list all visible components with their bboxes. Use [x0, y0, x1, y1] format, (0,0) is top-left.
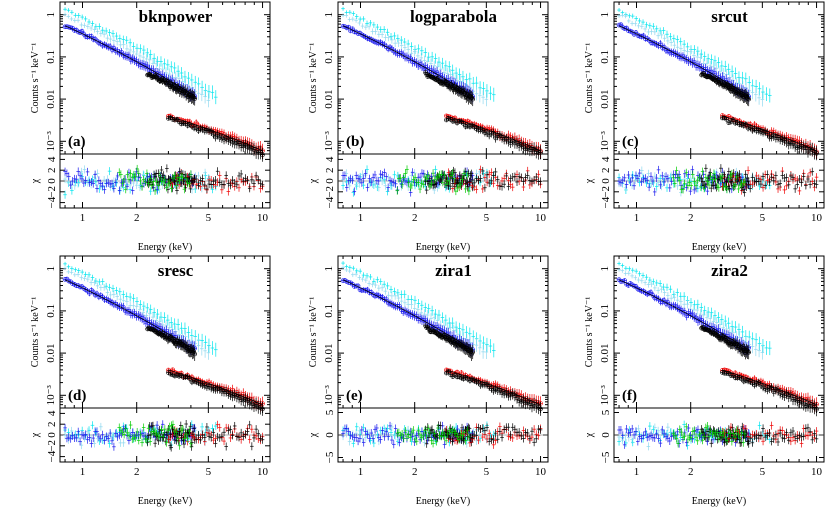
- y-tick-label: 0.01: [599, 89, 611, 108]
- y-tick-label: 0.01: [45, 89, 57, 108]
- panel-tag: (b): [346, 134, 364, 150]
- y-tick-label: 0.01: [323, 89, 335, 108]
- x-tick-label: 1: [80, 212, 86, 224]
- resid-tick-label: −2: [324, 186, 336, 198]
- resid-tick-label: 2: [600, 167, 612, 173]
- x-axis-label: Energy (keV): [692, 242, 747, 253]
- y-tick-label: 1: [45, 12, 57, 18]
- resid-tick-label: −2: [600, 186, 612, 198]
- resid-tick-label: 2: [324, 167, 336, 173]
- y-tick-label: 0.1: [323, 50, 335, 64]
- residual-axis-label: χ: [584, 178, 595, 184]
- x-tick-label: 5: [206, 466, 212, 478]
- resid-tick-label: 4: [46, 410, 58, 416]
- x-axis-label: Energy (keV): [138, 242, 193, 253]
- x-tick-label: 1: [80, 466, 86, 478]
- y-tick-label: 10⁻³: [323, 131, 335, 152]
- series-1: [617, 13, 764, 196]
- y-axis-label: Counts s⁻¹ keV⁻¹: [584, 43, 595, 113]
- panel-tag: (a): [68, 134, 86, 150]
- x-tick-label: 1: [358, 212, 364, 224]
- series-1: [63, 13, 210, 194]
- y-tick-label: 0.1: [45, 50, 57, 64]
- x-tick-label: 10: [535, 212, 547, 224]
- y-tick-label: 10⁻³: [45, 385, 57, 406]
- y-tick-label: 1: [323, 12, 335, 18]
- resid-tick-label: −2: [46, 186, 58, 198]
- y-tick-label: 0.1: [45, 304, 57, 318]
- panel-model-name: bknpower: [139, 7, 213, 26]
- y-tick-label: 0.01: [45, 343, 57, 362]
- x-tick-label: 2: [412, 212, 418, 224]
- y-axis-label: Counts s⁻¹ keV⁻¹: [308, 43, 319, 113]
- x-tick-label: 2: [688, 212, 694, 224]
- x-tick-label: 2: [134, 466, 140, 478]
- panel-tag: (c): [622, 134, 639, 150]
- resid-tick-label: 4: [324, 156, 336, 162]
- y-tick-label: 10⁻³: [45, 131, 57, 152]
- resid-tick-label: 0: [324, 178, 336, 184]
- series-1: [341, 13, 488, 194]
- resid-tick-label: −4: [46, 196, 58, 208]
- x-axis-label: Energy (keV): [416, 242, 471, 253]
- resid-tick-label: 2: [46, 167, 58, 173]
- resid-tick-label: 4: [46, 156, 58, 162]
- y-tick-label: 10⁻³: [599, 131, 611, 152]
- residual-axis-label: χ: [308, 178, 319, 184]
- x-tick-label: 10: [257, 212, 269, 224]
- x-tick-label: 2: [134, 212, 140, 224]
- resid-tick-label: 0: [46, 178, 58, 184]
- y-tick-label: 1: [45, 266, 57, 272]
- x-tick-label: 10: [811, 212, 823, 224]
- resid-tick-label: 2: [46, 421, 58, 427]
- resid-tick-label: 0: [600, 178, 612, 184]
- panel-srcut: 1 2 5 10 1 0.1 0.01 10⁻³ 4 2 0 −2−4 srcut (c) Counts s…: [584, 2, 824, 253]
- y-axis-label: Counts s⁻¹ keV⁻¹: [30, 43, 41, 113]
- y-tick-label: 0.1: [599, 50, 611, 64]
- y-tick-label: 1: [599, 12, 611, 18]
- panel-model-name: srcut: [711, 7, 748, 26]
- resid-tick-label: 4: [600, 156, 612, 162]
- resid-tick-label: −4: [324, 196, 336, 208]
- x-tick-label: 5: [760, 212, 766, 224]
- residual-axis-label: χ: [30, 178, 41, 184]
- panel-logparabola: 1 2 5 10 1 0.1 0.01 10⁻³ 4 2 0 −2−4 logparabola (b) Co…: [308, 2, 548, 253]
- resid-tick-label: −4: [600, 196, 612, 208]
- x-tick-label: 1: [634, 212, 640, 224]
- panel-bknpower: 1 2 5 10 1 0.1 0.01 10⁻³ 4 2 0 −2−4 bknpower (a) Count…: [30, 2, 270, 253]
- x-tick-label: 5: [206, 212, 212, 224]
- panel-model-name: logparabola: [410, 7, 497, 26]
- x-tick-label: 5: [484, 212, 490, 224]
- x-tick-label: 10: [257, 466, 269, 478]
